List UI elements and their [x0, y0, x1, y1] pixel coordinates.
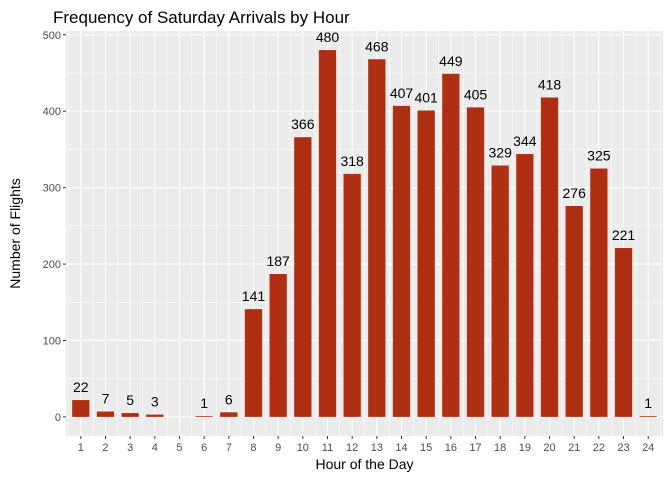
bar-label-hour-11: 480	[316, 29, 340, 45]
bar-label-hour-10: 366	[291, 116, 315, 132]
x-tick-label: 15	[420, 442, 432, 454]
bar-hour-18	[491, 165, 509, 417]
bar-hour-8	[244, 309, 263, 417]
y-tick-label: 500	[43, 30, 61, 42]
bar-label-hour-17: 405	[464, 86, 488, 102]
x-tick-label: 10	[297, 442, 309, 454]
x-tick-label: 3	[127, 442, 133, 454]
bar-hour-3	[121, 413, 139, 417]
bar-label-hour-9: 187	[266, 253, 290, 269]
bar-hour-11	[318, 50, 337, 417]
x-tick-label: 24	[642, 442, 654, 454]
y-axis-title: Number of Flights	[7, 178, 23, 288]
x-tick-label: 17	[469, 442, 481, 454]
bar-hour-14	[392, 105, 411, 417]
x-tick-label: 2	[102, 442, 108, 454]
y-tick-label: 200	[43, 259, 61, 271]
x-axis-title: Hour of the Day	[315, 456, 413, 472]
bar-label-hour-15: 401	[414, 89, 438, 105]
x-tick-label: 14	[395, 442, 407, 454]
x-tick-label: 22	[593, 442, 605, 454]
bar-label-hour-2: 7	[102, 391, 110, 407]
x-tick-label: 21	[568, 442, 580, 454]
bars	[72, 50, 657, 417]
bar-label-hour-18: 329	[489, 144, 513, 160]
x-tick-label: 20	[543, 442, 555, 454]
y-tick-label: 300	[43, 183, 61, 195]
bar-label-hour-20: 418	[538, 76, 562, 92]
bar-label-hour-1: 22	[73, 379, 89, 395]
bar-label-hour-23: 221	[612, 227, 636, 243]
bar-hour-22	[590, 168, 608, 417]
bar-label-hour-13: 468	[365, 38, 389, 54]
bar-label-hour-24: 1	[644, 395, 652, 411]
bar-label-hour-22: 325	[587, 148, 611, 164]
bar-hour-7	[220, 412, 238, 417]
bar-label-hour-4: 3	[151, 394, 159, 410]
y-tick-label: 0	[55, 412, 61, 424]
bar-hour-21	[565, 205, 583, 417]
x-tick-label: 8	[250, 442, 256, 454]
bar-hour-13	[368, 59, 386, 417]
bar-hour-16	[442, 73, 460, 417]
x-tick-label: 16	[445, 442, 457, 454]
bar-hour-10	[294, 137, 312, 417]
x-tick-label: 12	[346, 442, 358, 454]
bar-hour-9	[269, 274, 287, 417]
bar-hour-1	[72, 400, 90, 417]
bar-label-hour-16: 449	[439, 53, 463, 69]
bar-label-hour-14: 407	[390, 85, 414, 101]
bar-hour-12	[343, 173, 361, 417]
bar-label-hour-7: 6	[225, 391, 233, 407]
x-tick-label: 19	[519, 442, 531, 454]
x-tick-label: 23	[617, 442, 629, 454]
bar-hour-17	[466, 107, 485, 417]
y-tick-label: 400	[43, 106, 61, 118]
bar-label-hour-6: 1	[200, 395, 208, 411]
x-tick-label: 1	[78, 442, 84, 454]
bar-hour-4	[146, 414, 164, 417]
bar-labels: 22 7 5 3 1 6 141 187 366 480 318 468 407 401 449 405 329…	[73, 29, 652, 411]
grid-minor	[66, 31, 663, 436]
x-tick-label: 7	[226, 442, 232, 454]
bar-hour-19	[516, 154, 534, 417]
bar-hour-2	[96, 411, 115, 417]
bar-hour-6	[195, 416, 213, 417]
bar-label-hour-3: 5	[126, 392, 134, 408]
x-tick-label: 18	[494, 442, 506, 454]
bar-hour-20	[540, 97, 559, 417]
x-tick-label: 9	[275, 442, 281, 454]
x-tick-label: 5	[176, 442, 182, 454]
bar-hour-23	[614, 248, 633, 417]
y-tick-label: 100	[43, 335, 61, 347]
bar-label-hour-19: 344	[513, 133, 537, 149]
x-tick-label: 4	[152, 442, 158, 454]
bar-hour-15	[417, 110, 435, 417]
bar-label-hour-21: 276	[563, 185, 587, 201]
y-axis-ticks: 0 100 200 300 400 500	[43, 30, 66, 424]
bar-hour-24	[639, 416, 657, 417]
bar-label-hour-8: 141	[242, 288, 266, 304]
x-tick-label: 13	[371, 442, 383, 454]
x-tick-label: 11	[322, 442, 333, 454]
x-tick-label: 6	[201, 442, 207, 454]
x-axis-ticks: 1 2 3 4 5 6 7 8 9 10 11 12 13 14 15 16 17 18 19 20 21 22 23 24	[78, 436, 654, 454]
bar-label-hour-12: 318	[340, 153, 364, 169]
chart-title: Frequency of Saturday Arrivals by Hour	[53, 8, 350, 27]
